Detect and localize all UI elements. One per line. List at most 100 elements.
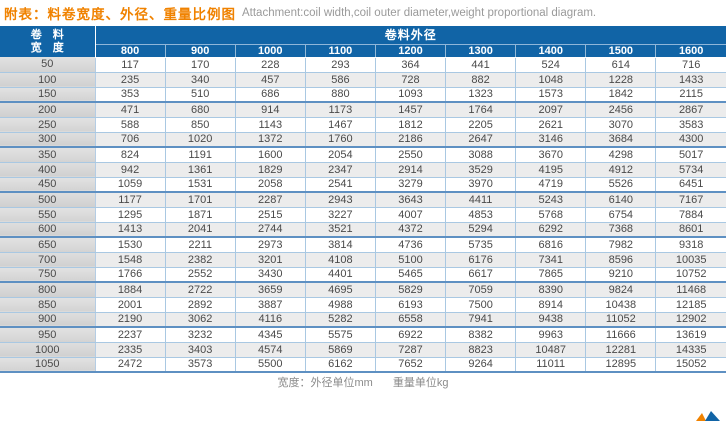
weight-cell: 9963 [515, 327, 587, 343]
table-row: 500 1177 1701 2287 2943 3643 4411 5243 6140 7167 [0, 192, 726, 208]
table-row: 700 1548 2382 3201 4108 5100 6176 7341 8596 10035 [0, 252, 726, 268]
weight-cell: 6754 [585, 207, 657, 223]
weight-cell: 3659 [235, 282, 306, 298]
column-header-1400: 1400 [515, 44, 586, 58]
row-label-450: 450 [0, 177, 96, 193]
weight-cell: 5017 [655, 147, 726, 163]
column-header-row: 800 900 1000 1100 1200 1300 1400 1500 1600 [0, 44, 726, 58]
column-header-1200: 1200 [374, 44, 446, 58]
weight-cell: 2914 [375, 162, 447, 178]
weight-cell: 4372 [375, 222, 447, 238]
weight-cell: 4108 [305, 252, 376, 268]
weight-cell: 10035 [655, 252, 726, 268]
table-header: 卷 料 宽 度 卷料外径 800 900 1000 1100 1200 1300 1400 1… [0, 26, 726, 58]
weight-cell: 5768 [515, 207, 587, 223]
weight-cell: 1177 [95, 192, 166, 208]
weight-cell: 3062 [165, 312, 236, 328]
weight-cell: 9264 [445, 357, 517, 373]
weight-cell: 1059 [95, 177, 166, 193]
unit-note: 宽度：外径单位mm 重量单位kg [0, 373, 726, 391]
weight-cell: 5465 [375, 267, 447, 283]
weight-cell: 1573 [515, 87, 587, 103]
weight-cell: 4719 [515, 177, 587, 193]
weight-cell: 706 [95, 132, 166, 148]
weight-cell: 2456 [585, 102, 657, 118]
weight-cell: 2347 [305, 162, 376, 178]
table-row: 600 1413 2041 2744 3521 4372 5294 6292 7368 8601 [0, 222, 726, 238]
weight-cell: 8596 [585, 252, 657, 268]
table-row: 650 1530 2211 2973 3814 4736 5735 6816 7982 9318 [0, 237, 726, 253]
weight-cell: 13619 [655, 327, 726, 343]
weight-cell: 3232 [165, 327, 236, 343]
weight-cell: 1812 [375, 117, 447, 133]
weight-cell: 2287 [235, 192, 306, 208]
weight-cell: 686 [235, 87, 306, 103]
weight-cell: 5735 [445, 237, 517, 253]
weight-cell: 7941 [445, 312, 517, 328]
weight-cell: 680 [165, 102, 236, 118]
row-label-950: 950 [0, 327, 96, 343]
table-row: 850 2001 2892 3887 4988 6193 7500 8914 10438 1218… [0, 297, 726, 313]
table-row: 450 1059 1531 2058 2541 3279 3970 4719 5526 6451 [0, 177, 726, 193]
weight-cell: 1829 [235, 162, 306, 178]
table-row: 350 824 1191 1600 2054 2550 3088 3670 4298 5017 [0, 147, 726, 163]
weight-cell: 914 [235, 102, 306, 118]
weight-cell: 5294 [445, 222, 517, 238]
weight-cell: 716 [655, 57, 726, 73]
weight-cell: 4853 [445, 207, 517, 223]
weight-cell: 14335 [655, 342, 726, 358]
row-label-900: 900 [0, 312, 96, 328]
weight-cell: 293 [305, 57, 376, 73]
weight-cell: 12895 [585, 357, 657, 373]
weight-cell: 4736 [375, 237, 447, 253]
weight-cell: 457 [235, 72, 306, 88]
weight-cell: 4345 [235, 327, 306, 343]
weight-cell: 11468 [655, 282, 726, 298]
weight-cell: 3227 [305, 207, 376, 223]
weight-cell: 2382 [165, 252, 236, 268]
weight-cell: 5500 [235, 357, 306, 373]
weight-cell: 2973 [235, 237, 306, 253]
unit-note-weight: 重量单位kg [392, 377, 449, 389]
logo-mark-icon [696, 411, 720, 421]
weight-cell: 2515 [235, 207, 306, 223]
weight-cell: 8390 [515, 282, 587, 298]
weight-cell: 1433 [655, 72, 726, 88]
weight-cell: 1531 [165, 177, 236, 193]
row-label-50: 50 [0, 57, 96, 73]
weight-cell: 1701 [165, 192, 236, 208]
weight-cell: 5243 [515, 192, 587, 208]
weight-cell: 3279 [375, 177, 447, 193]
weight-cell: 4007 [375, 207, 447, 223]
table-row: 1050 2472 3573 5500 6162 7652 9264 11011 12895 15… [0, 357, 726, 373]
weight-cell: 1048 [515, 72, 587, 88]
page-title: 附表：料卷宽度、外径、重量比例图 [4, 7, 236, 22]
weight-cell: 1323 [445, 87, 517, 103]
weight-cell: 9824 [585, 282, 657, 298]
weight-cell: 5869 [305, 342, 376, 358]
weight-cell: 2237 [95, 327, 166, 343]
weight-cell: 882 [445, 72, 517, 88]
weight-cell: 15052 [655, 357, 726, 373]
table-row: 900 2190 3062 4116 5282 6558 7941 9438 11052 1290… [0, 312, 726, 328]
weight-cell: 2867 [655, 102, 726, 118]
weight-cell: 7059 [445, 282, 517, 298]
weight-cell: 364 [375, 57, 447, 73]
weight-cell: 2552 [165, 267, 236, 283]
weight-cell: 4116 [235, 312, 306, 328]
weight-cell: 2722 [165, 282, 236, 298]
weight-cell: 2190 [95, 312, 166, 328]
weight-cell: 2335 [95, 342, 166, 358]
group-header-outer-diameter: 卷料外径 [95, 26, 726, 45]
weight-cell: 3403 [165, 342, 236, 358]
weight-cell: 12281 [585, 342, 657, 358]
weight-cell: 7652 [375, 357, 447, 373]
row-label-650: 650 [0, 237, 96, 253]
weight-cell: 5734 [655, 162, 726, 178]
weight-cell: 8382 [445, 327, 517, 343]
weight-cell: 1600 [235, 147, 306, 163]
weight-cell: 8601 [655, 222, 726, 238]
weight-cell: 2550 [375, 147, 447, 163]
weight-cell: 588 [95, 117, 166, 133]
